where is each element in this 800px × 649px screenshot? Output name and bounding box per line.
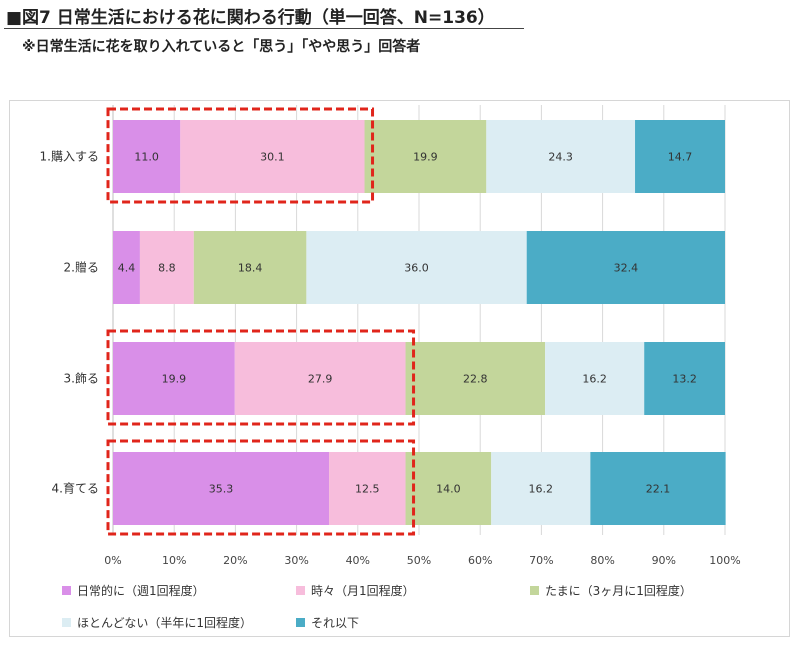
- legend-label: それ以下: [311, 616, 360, 630]
- data-label: 19.9: [162, 373, 187, 386]
- data-label: 24.3: [548, 151, 573, 164]
- highlight-box: [106, 439, 416, 536]
- data-label: 13.2: [672, 373, 697, 386]
- x-tick-label: 20%: [223, 554, 247, 567]
- legend-item: たまに（3ヶ月に1回程度）: [530, 582, 692, 599]
- bar-segment: [180, 120, 365, 193]
- data-label: 35.3: [209, 483, 234, 496]
- x-tick-label: 90%: [652, 554, 676, 567]
- legend-label: たまに（3ヶ月に1回程度）: [545, 584, 692, 598]
- data-label: 8.8: [158, 262, 176, 275]
- data-label: 30.1: [260, 151, 285, 164]
- data-label: 27.9: [308, 373, 333, 386]
- x-tick-label: 30%: [284, 554, 308, 567]
- x-tick-label: 100%: [709, 554, 740, 567]
- data-label: 22.1: [646, 483, 671, 496]
- legend-swatch: [296, 586, 305, 595]
- bar-segment: [405, 342, 546, 415]
- data-label: 22.8: [463, 373, 488, 386]
- data-label: 14.0: [436, 483, 461, 496]
- category-labels: 1.購入する 2.贈る 3.飾る 4.育てる: [40, 150, 99, 496]
- data-label: 32.4: [614, 262, 639, 275]
- legend-swatch: [530, 586, 539, 595]
- chart-frame: [9, 100, 790, 637]
- data-labels: 11.0 30.1 19.9 24.3 14.7 4.4 8.8 18.4 36.0 32.4 19…: [118, 151, 697, 496]
- bar-segment: [545, 342, 645, 415]
- category-label: 3.飾る: [64, 372, 99, 386]
- chart-subtitle: ※日常生活に花を取り入れていると「思う」「やや思う」回答者: [22, 39, 421, 55]
- category-label: 4.育てる: [52, 481, 99, 496]
- bar-segment: [590, 452, 726, 525]
- bar-segment: [113, 120, 181, 193]
- data-label: 12.5: [355, 483, 380, 496]
- data-label: 16.2: [582, 373, 607, 386]
- bar-segment: [486, 120, 636, 193]
- bar-segment: [491, 452, 591, 525]
- bar-segment: [329, 452, 406, 525]
- legend-label: 時々（月1回程度）: [311, 584, 415, 598]
- bar-segment: [635, 120, 725, 193]
- highlight-boxes: [106, 107, 416, 536]
- bar-segment: [193, 231, 307, 304]
- legend-item: 時々（月1回程度）: [296, 582, 415, 599]
- bar-segment: [139, 231, 194, 304]
- category-label: 1.購入する: [40, 150, 99, 164]
- legend-swatch: [62, 586, 71, 595]
- legend-item: 日常的に（週1回程度）: [62, 582, 205, 599]
- data-label: 14.7: [668, 151, 693, 164]
- data-label: 11.0: [134, 151, 159, 164]
- data-label: 16.2: [529, 483, 554, 496]
- legend-swatch: [296, 618, 305, 627]
- bar-segment: [526, 231, 725, 304]
- legend-label: 日常的に（週1回程度）: [77, 584, 205, 598]
- chart-title: ■図7 日常生活における花に関わる行動（単一回答、N=136）: [6, 8, 495, 28]
- x-tick-label: 60%: [468, 554, 492, 567]
- x-tick-label: 10%: [162, 554, 186, 567]
- data-label: 36.0: [404, 262, 429, 275]
- bar-segment: [113, 231, 140, 304]
- x-tick-label: 70%: [529, 554, 553, 567]
- title-underline: [4, 28, 524, 29]
- bar-segment: [405, 452, 492, 525]
- bar-segment: [644, 342, 725, 415]
- category-label: 2.贈る: [64, 260, 99, 275]
- x-axis-ticks: 0% 10% 20% 30% 40% 50% 60% 70% 80% 90% 100%: [104, 554, 740, 567]
- legend-swatch: [62, 618, 71, 627]
- x-tick-label: 50%: [407, 554, 431, 567]
- bar-segment: [113, 342, 235, 415]
- data-label: 18.4: [238, 262, 263, 275]
- highlight-box: [106, 329, 416, 426]
- bars: [113, 120, 726, 525]
- bar-segment: [364, 120, 487, 193]
- legend-label: ほとんどない（半年に1回程度）: [77, 616, 253, 630]
- bar-segment: [113, 452, 330, 525]
- data-label: 4.4: [118, 262, 136, 275]
- bar-segment: [306, 231, 527, 304]
- highlight-box: [106, 107, 375, 204]
- x-tick-label: 40%: [346, 554, 370, 567]
- x-tick-label: 0%: [104, 554, 121, 567]
- data-label: 19.9: [413, 151, 438, 164]
- legend-item: それ以下: [296, 614, 359, 631]
- legend-item: ほとんどない（半年に1回程度）: [62, 614, 252, 631]
- x-tick-label: 80%: [590, 554, 614, 567]
- bar-segment: [234, 342, 406, 415]
